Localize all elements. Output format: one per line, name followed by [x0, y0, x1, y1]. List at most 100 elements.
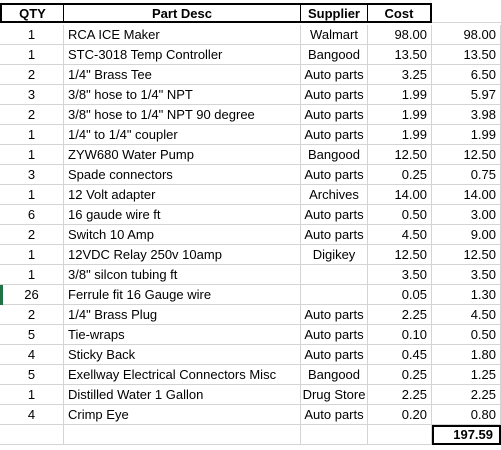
cell-qty[interactable]: 3 [0, 165, 64, 185]
cell-part[interactable]: 1/4" Brass Plug [64, 305, 301, 325]
cell-qty[interactable]: 1 [0, 25, 64, 45]
cell-cost[interactable]: 0.20 [368, 405, 432, 425]
cell-total[interactable]: 0.50 [432, 325, 501, 345]
cell-total[interactable]: 4.50 [432, 305, 501, 325]
header-supplier[interactable]: Supplier [301, 3, 368, 23]
cell-cost[interactable]: 1.99 [368, 125, 432, 145]
cell-total[interactable]: 0.80 [432, 405, 501, 425]
cell-total[interactable]: 14.00 [432, 185, 501, 205]
cell-part[interactable]: Exellway Electrical Connectors Misc [64, 365, 301, 385]
cell-qty[interactable]: 2 [0, 225, 64, 245]
cell-total[interactable]: 6.50 [432, 65, 501, 85]
cell-qty[interactable]: 1 [0, 185, 64, 205]
header-empty[interactable] [432, 3, 501, 23]
cell-total[interactable]: 12.50 [432, 145, 501, 165]
cell-total[interactable]: 1.80 [432, 345, 501, 365]
cell-supplier[interactable]: Auto parts [301, 345, 368, 365]
total-row-cost[interactable] [368, 425, 432, 445]
cell-supplier[interactable]: Walmart [301, 25, 368, 45]
grand-total-cell[interactable]: 197.59 [432, 425, 501, 445]
header-qty[interactable]: QTY [0, 3, 64, 23]
cell-qty[interactable]: 4 [0, 345, 64, 365]
total-row-qty[interactable] [0, 425, 64, 445]
cell-total[interactable]: 3.00 [432, 205, 501, 225]
cell-total[interactable]: 3.50 [432, 265, 501, 285]
cell-cost[interactable]: 0.05 [368, 285, 432, 305]
cell-part[interactable]: 3/8" hose to 1/4" NPT 90 degree [64, 105, 301, 125]
cell-part[interactable]: 1/4" to 1/4" coupler [64, 125, 301, 145]
cell-qty[interactable]: 4 [0, 405, 64, 425]
cell-total[interactable]: 5.97 [432, 85, 501, 105]
cell-total[interactable]: 13.50 [432, 45, 501, 65]
total-row-part[interactable] [64, 425, 301, 445]
cell-total[interactable]: 12.50 [432, 245, 501, 265]
header-part-desc[interactable]: Part Desc [64, 3, 301, 23]
cell-cost[interactable]: 0.50 [368, 205, 432, 225]
cell-qty[interactable]: 1 [0, 145, 64, 165]
cell-cost[interactable]: 1.99 [368, 105, 432, 125]
cell-part[interactable]: Tie-wraps [64, 325, 301, 345]
cell-supplier[interactable]: Auto parts [301, 165, 368, 185]
cell-part[interactable]: 3/8" silcon tubing ft [64, 265, 301, 285]
cell-cost[interactable]: 13.50 [368, 45, 432, 65]
cell-total[interactable]: 3.98 [432, 105, 501, 125]
cell-total[interactable]: 1.30 [432, 285, 501, 305]
cell-part[interactable]: 1/4" Brass Tee [64, 65, 301, 85]
cell-total[interactable]: 9.00 [432, 225, 501, 245]
cell-part[interactable]: ZYW680 Water Pump [64, 145, 301, 165]
cell-qty[interactable]: 1 [0, 245, 64, 265]
cell-cost[interactable]: 0.45 [368, 345, 432, 365]
cell-total[interactable]: 0.75 [432, 165, 501, 185]
cell-part[interactable]: 3/8" hose to 1/4" NPT [64, 85, 301, 105]
cell-cost[interactable]: 0.10 [368, 325, 432, 345]
cell-qty[interactable]: 1 [0, 265, 64, 285]
cell-qty[interactable]: 1 [0, 385, 64, 405]
cell-cost[interactable]: 98.00 [368, 25, 432, 45]
cell-part[interactable]: Sticky Back [64, 345, 301, 365]
cell-supplier[interactable]: Auto parts [301, 405, 368, 425]
total-row-supplier[interactable] [301, 425, 368, 445]
cell-qty[interactable]: 1 [0, 125, 64, 145]
cell-supplier[interactable]: Auto parts [301, 105, 368, 125]
cell-part[interactable]: Ferrule fit 16 Gauge wire [64, 285, 301, 305]
cell-cost[interactable]: 2.25 [368, 385, 432, 405]
cell-supplier[interactable]: Drug Store [301, 385, 368, 405]
cell-cost[interactable]: 12.50 [368, 145, 432, 165]
cell-part[interactable]: Distilled Water 1 Gallon [64, 385, 301, 405]
cell-part[interactable]: 12 Volt adapter [64, 185, 301, 205]
cell-supplier[interactable]: Archives [301, 185, 368, 205]
cell-part[interactable]: 16 gaude wire ft [64, 205, 301, 225]
cell-supplier[interactable]: Auto parts [301, 65, 368, 85]
cell-qty[interactable]: 5 [0, 325, 64, 345]
cell-supplier[interactable]: Auto parts [301, 85, 368, 105]
header-cost[interactable]: Cost [368, 3, 432, 23]
cell-supplier[interactable]: Digikey [301, 245, 368, 265]
cell-qty[interactable]: 2 [0, 305, 64, 325]
cell-part[interactable]: Spade connectors [64, 165, 301, 185]
cell-cost[interactable]: 12.50 [368, 245, 432, 265]
cell-supplier[interactable]: Bangood [301, 145, 368, 165]
cell-supplier[interactable] [301, 285, 368, 305]
cell-supplier[interactable]: Auto parts [301, 205, 368, 225]
cell-supplier[interactable]: Auto parts [301, 305, 368, 325]
cell-part[interactable]: Crimp Eye [64, 405, 301, 425]
cell-part[interactable]: 12VDC Relay 250v 10amp [64, 245, 301, 265]
cell-cost[interactable]: 3.50 [368, 265, 432, 285]
cell-qty[interactable]: 2 [0, 105, 64, 125]
cell-qty[interactable]: 5 [0, 365, 64, 385]
cell-supplier[interactable]: Auto parts [301, 225, 368, 245]
cell-cost[interactable]: 14.00 [368, 185, 432, 205]
cell-cost[interactable]: 4.50 [368, 225, 432, 245]
cell-cost[interactable]: 0.25 [368, 365, 432, 385]
cell-cost[interactable]: 2.25 [368, 305, 432, 325]
cell-part[interactable]: STC-3018 Temp Controller [64, 45, 301, 65]
cell-part[interactable]: RCA ICE Maker [64, 25, 301, 45]
cell-total[interactable]: 2.25 [432, 385, 501, 405]
cell-qty[interactable]: 1 [0, 45, 64, 65]
cell-supplier[interactable] [301, 265, 368, 285]
cell-qty[interactable]: 2 [0, 65, 64, 85]
cell-part[interactable]: Switch 10 Amp [64, 225, 301, 245]
cell-supplier[interactable]: Auto parts [301, 125, 368, 145]
cell-qty[interactable]: 26 [0, 285, 64, 305]
cell-cost[interactable]: 1.99 [368, 85, 432, 105]
